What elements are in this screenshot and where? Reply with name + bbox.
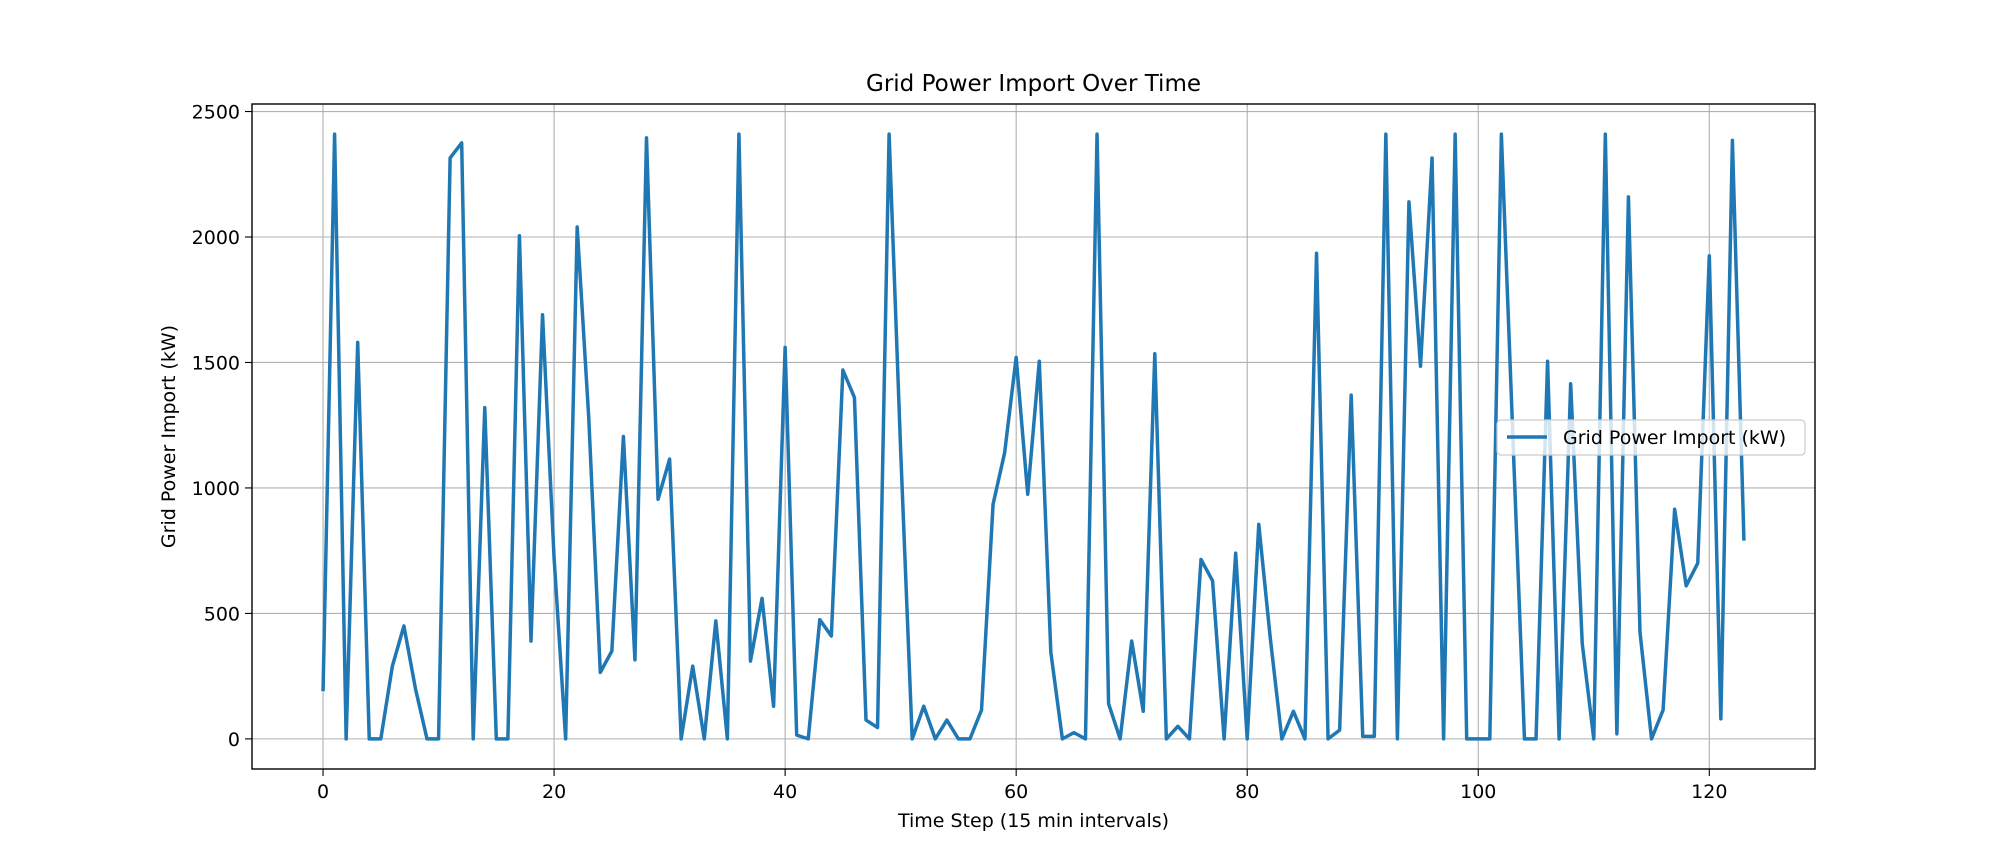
y-tick-label: 500: [204, 603, 240, 625]
x-tick-label: 0: [317, 781, 329, 803]
x-tick-label: 100: [1460, 781, 1496, 803]
y-tick-label: 1000: [192, 478, 240, 500]
legend-label: Grid Power Import (kW): [1563, 427, 1786, 449]
legend-box: [1496, 419, 1806, 456]
y-axis-label: Grid Power Import (kW): [158, 325, 180, 548]
chart-title: Grid Power Import Over Time: [866, 71, 1201, 97]
y-tick-label: 2500: [192, 102, 240, 124]
legend: Grid Power Import (kW): [1496, 419, 1806, 456]
y-tick-label: 2000: [192, 227, 240, 249]
x-tick-label: 120: [1691, 781, 1727, 803]
x-axis-label: Time Step (15 min intervals): [897, 810, 1169, 832]
series-line: [321, 132, 1746, 741]
x-tick-label: 60: [1004, 781, 1028, 803]
y-tick-label: 1500: [192, 352, 240, 374]
y-tick-label: 0: [228, 729, 240, 751]
x-tick-label: 80: [1235, 781, 1259, 803]
x-tick-label: 40: [773, 781, 797, 803]
plot-lines: [321, 132, 1746, 741]
plot-frame: [251, 103, 1816, 770]
ticks: 0 20 40 60 80 100 120 0 500 1000 1500 2000 2500: [192, 102, 1728, 803]
x-tick-label: 20: [542, 781, 566, 803]
